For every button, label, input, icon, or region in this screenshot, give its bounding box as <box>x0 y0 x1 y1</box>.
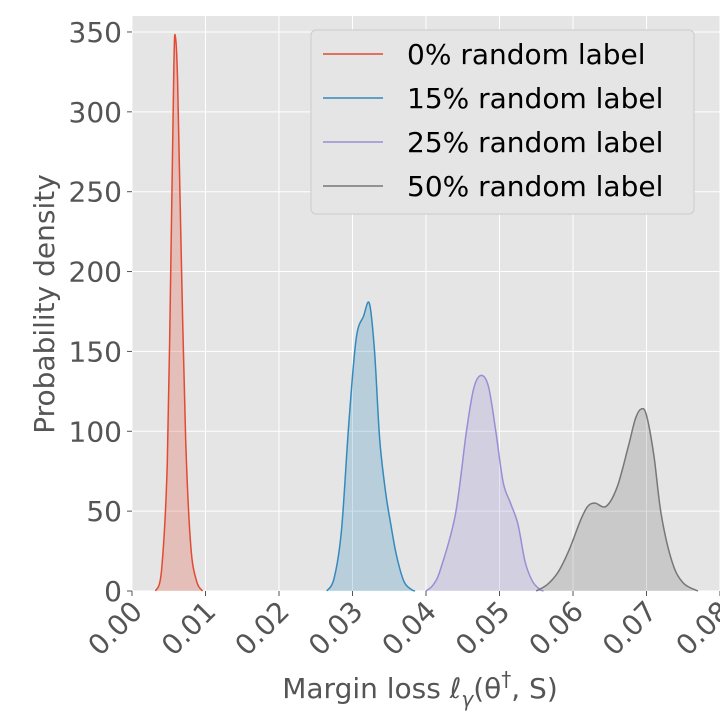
y-tick-label: 300 <box>69 96 122 129</box>
y-tick-label: 50 <box>86 495 122 528</box>
x-axis-title-dagger: † <box>501 667 511 691</box>
x-axis-title-ell: ℓ <box>449 672 462 705</box>
y-tick-label: 250 <box>69 176 122 209</box>
x-axis-title-args-close: , S) <box>511 672 558 705</box>
x-axis-title-args-open: (θ <box>473 672 501 705</box>
y-axis-ticks: 0 50 100 150 200 250 300 350 <box>69 16 132 608</box>
legend-label-0: 0% random label <box>407 38 646 71</box>
legend-label-2: 25% random label <box>407 126 663 159</box>
legend-entries: 0% random label 15% random label 25% rando… <box>323 38 663 203</box>
series-area-1 <box>326 301 415 591</box>
x-tick-label: 0.04 <box>376 595 443 662</box>
x-tick-label: 0.03 <box>302 595 369 662</box>
y-tick-label: 350 <box>69 16 122 49</box>
x-tick-label: 0.01 <box>155 595 222 662</box>
series-lines <box>154 33 699 592</box>
legend: 0% random label 15% random label 25% rando… <box>310 29 695 215</box>
series-area-0 <box>155 34 203 592</box>
x-axis-title: Margin loss ℓγ(θ†, S) <box>282 667 558 711</box>
series-line-2 <box>425 374 544 592</box>
x-axis-ticks: 0.00 0.01 0.02 0.03 0.04 0.05 0.06 0.07 0.08 <box>82 591 720 662</box>
series-areas <box>155 34 698 592</box>
legend-box <box>310 29 695 215</box>
series-area-2 <box>426 375 544 591</box>
legend-label-1: 15% random label <box>407 82 663 115</box>
y-tick-label: 200 <box>69 256 122 289</box>
y-tick-label: 0 <box>104 575 122 608</box>
x-tick-label: 0.05 <box>449 595 516 662</box>
series-line-1 <box>326 301 416 592</box>
x-tick-label: 0.06 <box>523 595 590 662</box>
legend-label-3: 50% random label <box>407 170 663 203</box>
y-axis-title: Probability density <box>28 174 61 434</box>
y-tick-label: 150 <box>69 335 122 368</box>
series-area-3 <box>536 408 698 591</box>
x-tick-label: 0.08 <box>670 595 720 662</box>
x-axis-title-gamma: γ <box>461 687 474 711</box>
y-tick-label: 100 <box>69 415 122 448</box>
x-tick-label: 0.02 <box>229 595 296 662</box>
series-line-0 <box>154 33 204 592</box>
series-line-3 <box>535 407 699 592</box>
x-tick-label: 0.07 <box>596 595 663 662</box>
x-axis-title-prefix: Margin loss <box>282 672 450 705</box>
